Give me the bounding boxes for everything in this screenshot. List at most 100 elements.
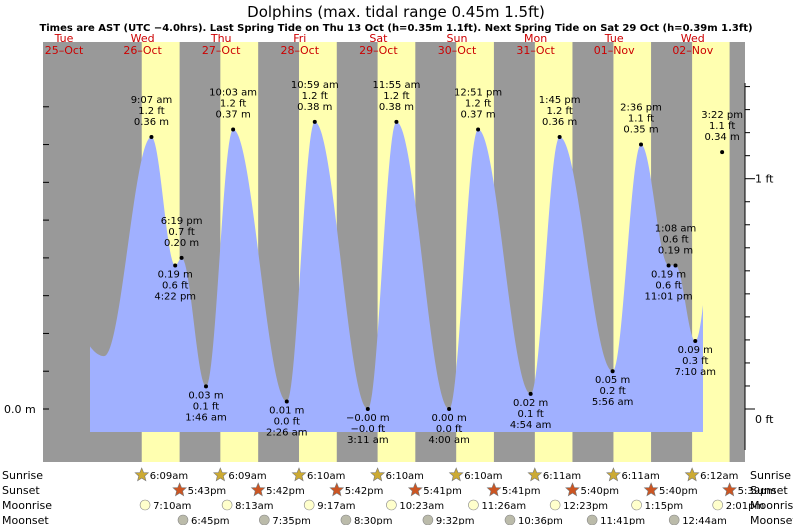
tide-label: 1:46 am (185, 412, 227, 423)
tide-label: −0.00 m (346, 413, 390, 424)
tide-label: 12:51 pm (454, 87, 502, 98)
day-name-label: Mon (524, 32, 547, 45)
tide-points: 9:07 am1.2 ft0.36 m0.19 m0.6 ft4:22 pm6:… (131, 80, 743, 446)
row-label-right: Sunset (750, 484, 788, 497)
tide-label: 3:22 pm (701, 110, 743, 121)
tide-point (394, 119, 399, 124)
sunrise-time-label: 6:10am (307, 471, 345, 482)
day-date-label: 30–Oct (438, 44, 477, 57)
tide-point (476, 127, 481, 132)
tide-label: 0.05 m (595, 375, 630, 386)
tide-label: 10:03 am (209, 87, 257, 98)
moonrise-time-label: 12:23pm (563, 501, 608, 512)
sun-moon-table: Sunrise Sunrise Sunset Sunset Moonrise Moonri… (2, 467, 793, 525)
row-label-left: Moonrise (2, 499, 52, 512)
tide-label: 1:45 pm (539, 95, 581, 106)
tide-point (231, 127, 236, 132)
sunrise-icon (448, 467, 464, 482)
tide-area-path (90, 121, 703, 433)
moonrise-icon (221, 499, 233, 511)
moonrise-icon (303, 499, 315, 511)
tide-label: 0.1 ft (517, 409, 543, 420)
tide-label: 1.2 ft (220, 98, 246, 109)
day-name-label: Sun (447, 32, 468, 45)
sunrise-time-label: 6:10am (464, 471, 502, 482)
tide-label: 0.19 m (658, 245, 693, 256)
day-date-label: 28–Oct (281, 44, 320, 57)
row-label-right: Moonrise (750, 499, 793, 512)
tide-label: 0.37 m (460, 109, 495, 120)
moonset-time-label: 10:36pm (518, 516, 563, 525)
sunset-time-label: 5:40pm (659, 486, 698, 497)
tide-point (284, 399, 289, 404)
sunrise-icon (684, 467, 700, 482)
sunrise-time-label: 6:09am (150, 471, 188, 482)
right-axis-1ft-label: 1 ft (755, 173, 774, 186)
moonset-icon (177, 514, 189, 525)
row-label-right: Sunrise (750, 469, 791, 482)
tide-label: 4:22 pm (154, 291, 196, 302)
day-date-label: 29–Oct (359, 44, 398, 57)
tide-label: 0.01 m (269, 405, 304, 416)
moonset-time-label: 6:45pm (191, 516, 230, 525)
sunrise-time-label: 6:11am (621, 471, 659, 482)
sunrise-icon (134, 467, 150, 482)
day-date-label: 31–Oct (516, 44, 555, 57)
tide-point (149, 135, 154, 139)
tide-label: 0.7 ft (168, 227, 194, 238)
day-date-label: 01–Nov (594, 44, 635, 57)
tide-label: 1.1 ft (628, 114, 654, 125)
sunset-icon (643, 482, 659, 497)
tide-label: 0.1 ft (193, 401, 219, 412)
axes: 0.0 m 1 ft 0 ft (4, 83, 774, 450)
moonrise-time-label: 8:13am (235, 501, 273, 512)
tide-label: 0.6 ft (162, 280, 188, 291)
sunset-time-label: 5:39pm (738, 486, 777, 497)
tide-label: 4:00 am (428, 435, 470, 446)
sunset-icon (250, 482, 266, 497)
tide-point (639, 142, 644, 147)
day-name-label: Wed (681, 32, 705, 45)
tide-label: 0.2 ft (599, 386, 625, 397)
moonset-time-label: 7:35pm (272, 516, 311, 525)
tide-label: 0.37 m (216, 109, 251, 120)
tide-label: 4:54 am (510, 420, 552, 431)
tide-label: 0.38 m (379, 102, 414, 113)
tide-label: 0.19 m (651, 269, 686, 280)
tide-label: 9:07 am (131, 95, 173, 106)
tide-point (528, 391, 533, 396)
tide-point (179, 255, 184, 260)
moonrise-time-label: 9:17am (317, 501, 355, 512)
day-name-label: Tue (604, 32, 624, 45)
moonrise-icon (712, 499, 724, 511)
moonset-icon (259, 514, 270, 525)
tide-label: 0.3 ft (682, 356, 708, 367)
sunrise-icon (212, 467, 228, 482)
sunrise-icon (370, 467, 386, 482)
sunset-icon (407, 482, 423, 497)
row-label-right: Moonset (750, 514, 793, 525)
day-name-label: Sat (369, 32, 388, 45)
sunset-icon (722, 482, 738, 497)
tide-label: 0.34 m (705, 132, 740, 143)
moonset-icon (422, 514, 434, 525)
tide-label: 1.2 ft (465, 98, 491, 109)
sunrise-icon (291, 467, 307, 482)
day-name-label: Wed (131, 32, 155, 45)
tide-label: 0.02 m (513, 398, 548, 409)
tide-label: 1.2 ft (302, 91, 328, 102)
tide-area (90, 121, 703, 433)
moonrise-icon (631, 499, 642, 511)
sunset-time-label: 5:41pm (502, 486, 541, 497)
tide-point (693, 339, 698, 343)
tide-label: 10:59 am (291, 80, 339, 91)
tide-label: 2:36 pm (620, 103, 662, 114)
sunrise-time-label: 6:09am (228, 471, 266, 482)
chart-title: Dolphins (max. tidal range 0.45m 1.5ft) (247, 3, 545, 21)
tide-point (312, 119, 317, 124)
sunrise-time-label: 6:12am (700, 471, 738, 482)
tide-label: 0.36 m (542, 117, 577, 128)
tide-label: 3:11 am (347, 435, 389, 446)
tide-point (365, 407, 370, 411)
sunset-time-label: 5:42pm (266, 486, 305, 497)
